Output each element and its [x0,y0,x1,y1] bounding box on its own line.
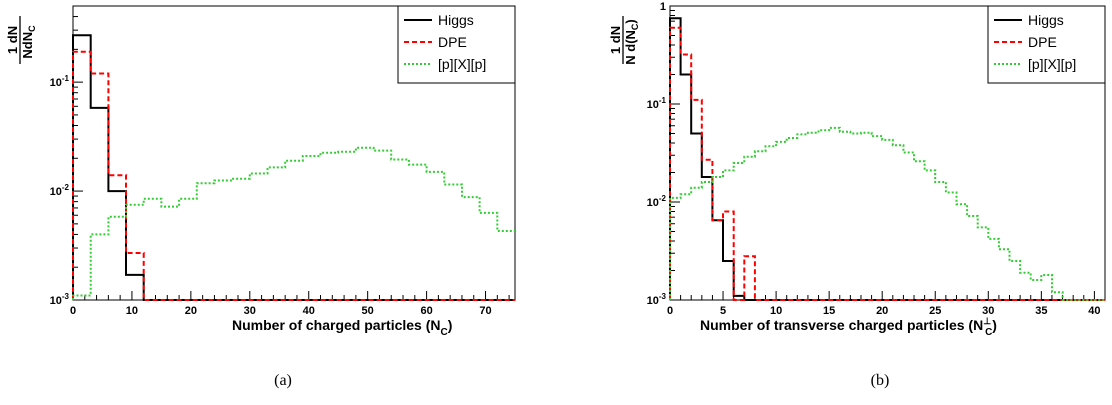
legend-box [987,5,1106,84]
series-line-higgs [72,34,515,301]
x-tick-label: 15 [823,305,835,317]
panel-caption: (b) [871,372,890,389]
x-tick-label: 0 [667,305,673,317]
legend-entry: Higgs [438,12,474,28]
x-tick-label: 40 [303,305,315,317]
x-tick-label: 20 [876,305,888,317]
chart-panel-a: 10-1 10-2 10-30 10 20 30 40 50 60 70 Higgs DPE [p][X… [5,5,516,389]
y-tick-label: 10-2 [647,194,667,209]
x-tick-label: 5 [720,305,726,317]
x-tick-label: 20 [185,305,197,317]
legend-entry: DPE [1028,34,1057,50]
y-tick-label: 10-3 [50,292,70,307]
x-tick-label: 40 [1088,305,1100,317]
chart-panel-b: 1 10-1 10-2 10-30 5 10 15 20 25 30 35 40 Higgs DPE [p]… [608,1,1106,389]
series-line-dpe [72,50,515,301]
y-tick-label: 10-2 [50,183,70,198]
y-title-numerator: 1 dN [5,26,20,54]
y-tick-label: 10-3 [647,292,667,307]
y-axis-title: 1 dN N d(NC) [608,16,640,65]
series-line-pxp [72,146,515,300]
x-tick-label: 30 [244,305,256,317]
y-axis-title: 1 dN NdNC [5,16,37,64]
x-tick-label: 0 [70,305,76,317]
y-title-numerator: 1 dN [608,26,623,54]
series-line-pxp [669,126,1105,301]
x-tick-label: 60 [420,305,432,317]
x-tick-label: 10 [126,305,138,317]
legend-entry: DPE [438,34,467,50]
y-title-denominator: NdNC [20,25,37,59]
y-tick-label: 10-1 [647,96,667,111]
y-tick-label: 10-1 [50,74,70,89]
series-line-dpe [669,26,1105,301]
legend: Higgs DPE [p][X][p] [397,5,516,84]
x-tick-label: 35 [1035,305,1047,317]
legend-entry: [p][X][p] [1028,56,1076,72]
legend-entry: Higgs [1028,12,1064,28]
x-tick-label: 30 [982,305,994,317]
legend-box [397,5,516,84]
legend-entry: [p][X][p] [438,56,486,72]
x-axis-title: Number of charged particles (NC) [232,317,452,338]
y-title-denominator: N d(NC) [623,19,640,65]
panel-caption: (a) [274,372,292,389]
x-tick-label: 50 [362,305,374,317]
x-tick-label: 25 [929,305,941,317]
legend: Higgs DPE [p][X][p] [987,5,1106,84]
x-tick-label: 10 [770,305,782,317]
x-tick-label: 70 [479,305,491,317]
y-tick-label: 1 [660,1,666,13]
x-axis-title: Number of transverse charged particles (… [700,316,997,338]
